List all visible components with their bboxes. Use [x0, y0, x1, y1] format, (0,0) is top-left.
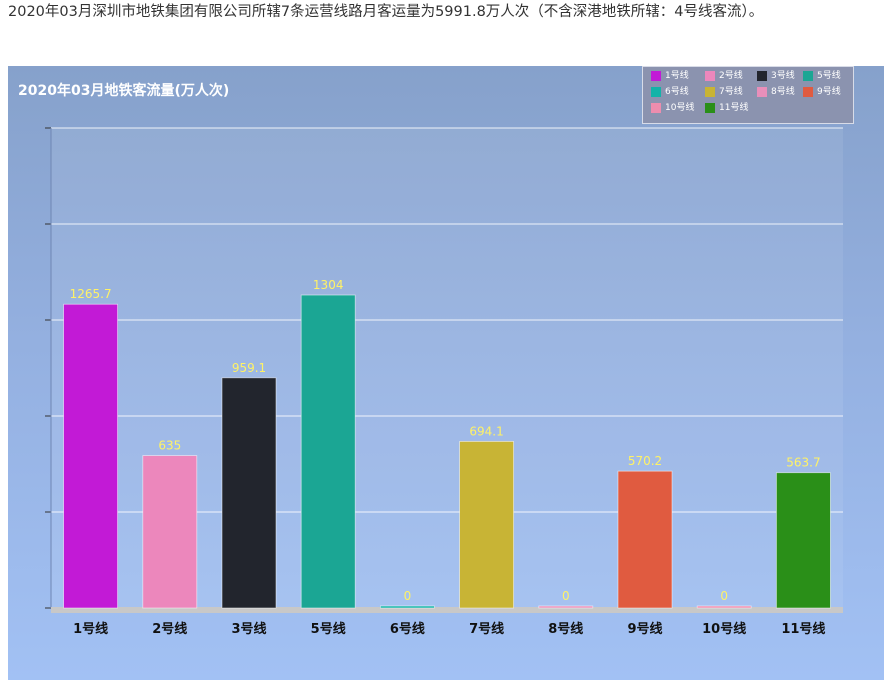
bar-5	[379, 605, 435, 609]
data-label: 0	[720, 589, 728, 603]
legend-label: 9号线	[817, 87, 841, 97]
bar-1	[63, 303, 118, 609]
bar-4	[300, 294, 356, 609]
legend-swatch	[803, 87, 813, 97]
legend-swatch	[705, 87, 715, 97]
bar-8	[617, 470, 673, 609]
legend-swatch	[651, 87, 661, 97]
legend-item[interactable]: 10号线	[651, 102, 694, 114]
data-label: 563.7	[786, 456, 820, 470]
legend-label: 3号线	[771, 71, 795, 81]
legend-swatch	[757, 87, 767, 97]
legend-label: 6号线	[665, 87, 689, 97]
legend-item[interactable]: 9号线	[803, 86, 841, 98]
x-tick-label: 6号线	[390, 621, 425, 637]
bar-6	[459, 441, 515, 609]
data-label: 1265.7	[70, 287, 112, 301]
legend-swatch	[651, 71, 661, 81]
x-tick-label: 9号线	[627, 621, 662, 637]
legend-swatch	[705, 103, 715, 113]
legend-swatch	[757, 71, 767, 81]
bar-2	[142, 455, 198, 609]
data-label: 959.1	[232, 361, 266, 375]
legend-label: 7号线	[719, 87, 743, 97]
data-label: 0	[562, 589, 570, 603]
legend-label: 2号线	[719, 71, 743, 81]
x-tick-label: 10号线	[702, 621, 746, 637]
legend-swatch	[651, 103, 661, 113]
x-tick-label: 11号线	[781, 621, 825, 637]
legend-label: 8号线	[771, 87, 795, 97]
legend-item[interactable]: 1号线	[651, 70, 689, 82]
chart-panel: 2020年03月地铁客流量(万人次) 1265.7 1号线 635 2号线 959.1 3…	[8, 66, 884, 680]
legend-item[interactable]: 2号线	[705, 70, 743, 82]
x-tick-label: 3号线	[231, 621, 266, 637]
legend-label: 5号线	[817, 71, 841, 81]
legend-swatch	[705, 71, 715, 81]
legend-label: 10号线	[665, 103, 695, 113]
legend-item[interactable]: 7号线	[705, 86, 743, 98]
x-tick-label: 2号线	[152, 621, 187, 637]
x-tick-label: 1号线	[73, 621, 108, 637]
legend-item[interactable]: 6号线	[651, 86, 689, 98]
bar-9	[696, 605, 752, 609]
legend-label: 1号线	[665, 71, 689, 81]
legend-label: 11号线	[719, 103, 749, 113]
x-tick-label: 5号线	[311, 621, 346, 637]
legend-item[interactable]: 11号线	[705, 102, 748, 114]
bar-7	[538, 605, 594, 609]
x-axis-line	[51, 607, 843, 613]
bar-10	[776, 472, 831, 609]
legend-item[interactable]: 8号线	[757, 86, 795, 98]
legend-item[interactable]: 5号线	[803, 70, 841, 82]
legend-item[interactable]: 3号线	[757, 70, 795, 82]
chart-plot: 1265.7 1号线 635 2号线 959.1 3号线 1304 5号线 0 6号线 694.1 7…	[45, 127, 843, 637]
data-label: 694.1	[469, 424, 503, 438]
chart-legend: 1号线 2号线 3号线 5号线 6号线 7号线 8号线 9号线 10号线 11号线	[642, 66, 854, 124]
data-label: 0	[404, 589, 412, 603]
chart-title: 2020年03月地铁客流量(万人次)	[18, 83, 230, 99]
x-tick-label: 8号线	[548, 621, 583, 637]
bar-3	[221, 377, 277, 609]
data-label: 635	[158, 439, 181, 453]
data-label: 570.2	[628, 454, 662, 468]
data-label: 1304	[313, 278, 344, 292]
legend-swatch	[803, 71, 813, 81]
page-headline: 2020年03月深圳市地铁集团有限公司所辖7条运营线路月客运量为5991.8万人…	[8, 4, 764, 20]
x-tick-label: 7号线	[469, 621, 504, 637]
